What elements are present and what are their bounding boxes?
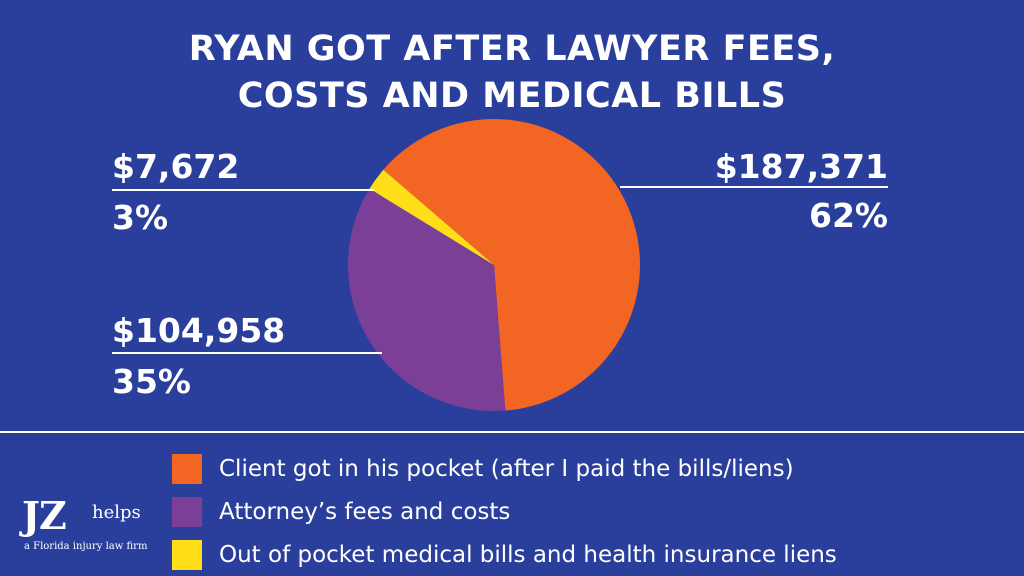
logo-tagline: a Florida injury law firm <box>24 541 148 552</box>
pie-slice-medical <box>369 169 494 265</box>
chart-title-line-2: COSTS AND MEDICAL BILLS <box>237 76 787 116</box>
logo-mark: JZ <box>22 493 67 538</box>
legend-label-medical: Out of pocket medical bills and health i… <box>219 541 837 568</box>
legend-item-attorney: Attorney’s fees and costs <box>172 490 837 533</box>
label-medical-amount: $7,672 <box>112 147 240 186</box>
label-attorney-amount: $104,958 <box>112 311 286 350</box>
label-medical-percent: 3% <box>112 198 169 237</box>
legend-swatch-client <box>172 453 202 484</box>
legend-swatch-attorney <box>172 496 202 527</box>
section-divider <box>0 431 1024 433</box>
pie-slice-client <box>383 118 640 411</box>
legend-item-medical: Out of pocket medical bills and health i… <box>172 533 837 576</box>
jz-helps-logo: JZ helps a Florida injury law firm <box>22 495 147 559</box>
legend-swatch-medical <box>172 539 202 570</box>
legend-item-client: Client got in his pocket (after I paid t… <box>172 447 837 490</box>
leader-line-client <box>620 186 888 188</box>
label-attorney-percent: 35% <box>112 362 191 401</box>
legend-label-client: Client got in his pocket (after I paid t… <box>219 455 794 482</box>
label-client-amount: $187,371 <box>714 147 888 186</box>
leader-line-attorney <box>112 352 382 354</box>
pie-slice-attorney <box>347 188 506 411</box>
label-client-percent: 62% <box>809 196 888 235</box>
chart-title: RYAN GOT AFTER LAWYER FEES, COSTS AND ME… <box>0 26 1024 120</box>
chart-legend: Client got in his pocket (after I paid t… <box>172 447 837 576</box>
leader-line-medical <box>112 189 374 191</box>
legend-label-attorney: Attorney’s fees and costs <box>219 498 511 525</box>
logo-word: helps <box>92 502 141 523</box>
chart-title-line-1: RYAN GOT AFTER LAWYER FEES, <box>188 29 836 69</box>
pie-chart <box>347 118 640 411</box>
